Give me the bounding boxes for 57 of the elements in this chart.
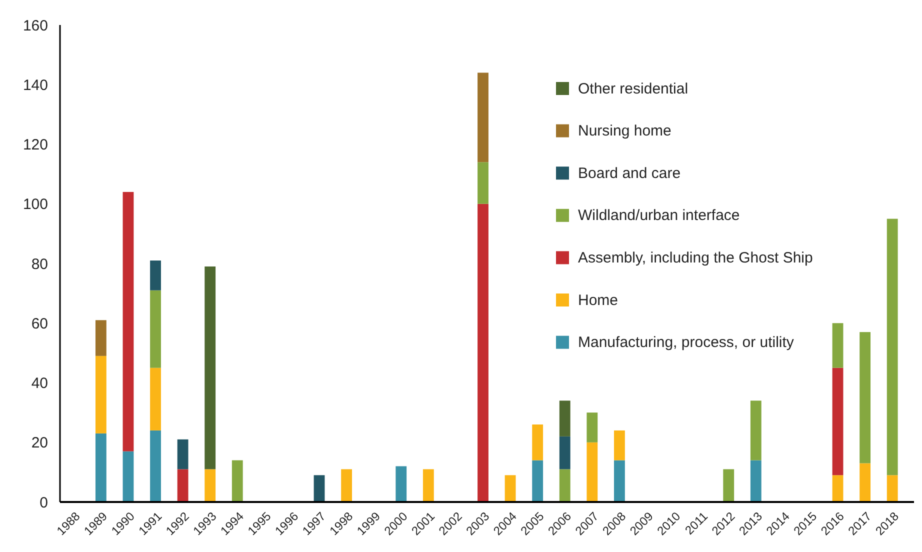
bar bbox=[122, 192, 134, 452]
bar bbox=[886, 218, 898, 476]
bar bbox=[150, 430, 161, 502]
bar bbox=[478, 72, 488, 162]
y-tick-label: 160 bbox=[22, 17, 48, 34]
bar bbox=[559, 469, 570, 502]
y-tick-label: 140 bbox=[22, 76, 48, 94]
bar bbox=[150, 290, 161, 368]
bar bbox=[95, 356, 106, 434]
bar bbox=[750, 400, 762, 460]
legend-label: Board and care bbox=[578, 164, 681, 182]
bar bbox=[614, 430, 625, 460]
bar bbox=[559, 436, 570, 470]
legend-label: Assembly, including the Ghost Ship bbox=[578, 249, 813, 266]
bar bbox=[586, 412, 598, 442]
bar bbox=[532, 424, 544, 460]
bar bbox=[150, 368, 161, 430]
bar bbox=[204, 469, 216, 502]
bar bbox=[122, 451, 134, 502]
bar bbox=[204, 266, 216, 470]
bar bbox=[614, 460, 625, 502]
bar bbox=[832, 368, 844, 476]
bar bbox=[396, 466, 407, 502]
bar bbox=[95, 320, 106, 356]
y-tick-label: 20 bbox=[31, 434, 48, 452]
legend-label: Wildland/urban interface bbox=[578, 207, 740, 224]
bar bbox=[532, 460, 544, 502]
bar bbox=[177, 469, 188, 502]
bar bbox=[860, 332, 871, 464]
bar bbox=[832, 475, 844, 502]
bar bbox=[177, 439, 188, 470]
bar bbox=[504, 475, 516, 502]
bar bbox=[559, 400, 570, 436]
bar bbox=[341, 469, 352, 502]
y-tick-label: 100 bbox=[22, 196, 48, 214]
bar bbox=[150, 260, 161, 290]
legend-label: Nursing home bbox=[578, 122, 672, 140]
bar bbox=[314, 475, 325, 502]
legend-label: Home bbox=[578, 292, 618, 309]
y-tick-label: 40 bbox=[31, 375, 48, 392]
y-tick-label: 60 bbox=[31, 315, 48, 332]
bar bbox=[478, 204, 488, 502]
bar bbox=[232, 460, 243, 502]
bar bbox=[478, 162, 488, 204]
bar bbox=[586, 442, 598, 502]
bar bbox=[860, 463, 871, 502]
y-tick-label: 120 bbox=[22, 136, 48, 154]
y-tick-label: 0 bbox=[40, 494, 48, 512]
bar bbox=[750, 460, 762, 502]
bar bbox=[723, 469, 734, 502]
bar bbox=[832, 323, 844, 368]
bar bbox=[422, 469, 434, 502]
legend-label: Other residential bbox=[578, 80, 688, 98]
bar bbox=[95, 433, 106, 502]
legend-label: Manufacturing, process, or utility bbox=[578, 334, 794, 352]
y-tick-label: 80 bbox=[31, 256, 48, 273]
bar bbox=[886, 475, 898, 502]
